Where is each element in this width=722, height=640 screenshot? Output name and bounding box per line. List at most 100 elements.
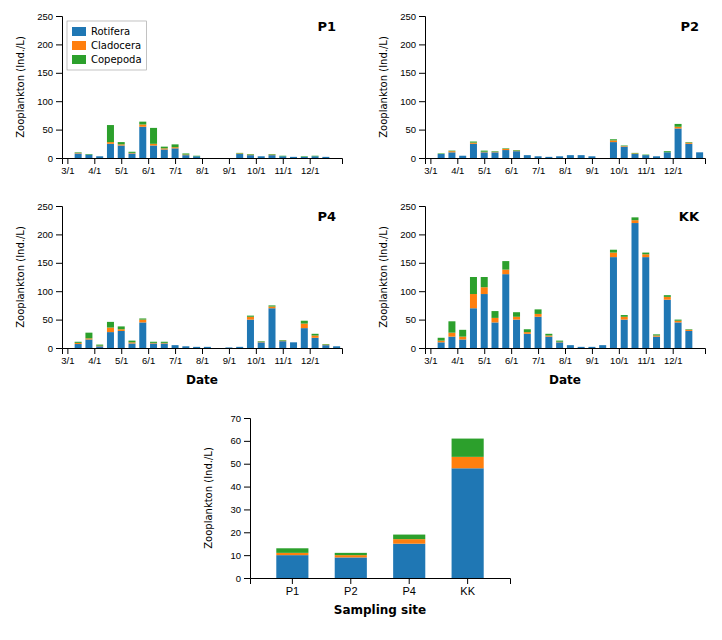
- y-tick: 60: [230, 435, 250, 446]
- bar-segment: [225, 158, 232, 159]
- bar-segment: [322, 156, 329, 157]
- bar-segment: [556, 156, 563, 157]
- y-tick: 250: [37, 201, 62, 212]
- tick-label: 100: [37, 96, 53, 107]
- bar-segment: [118, 146, 125, 158]
- y-axis: 050100150200250: [400, 11, 425, 164]
- bar-segment: [75, 343, 82, 344]
- bar-segment: [193, 346, 200, 347]
- y-axis: 050100150200250: [400, 201, 425, 354]
- bar-segment: [172, 345, 179, 348]
- tick-mark: [565, 158, 566, 164]
- bar-segment: [258, 156, 265, 157]
- bar-segment: [567, 345, 574, 348]
- tick-mark: [256, 158, 257, 164]
- bar-segment: [438, 341, 445, 343]
- bar-segment: [459, 156, 466, 158]
- bar-segment: [685, 144, 692, 158]
- tick-mark: [419, 44, 425, 45]
- marks: [438, 217, 693, 348]
- bar-segment: [247, 317, 254, 320]
- tick-mark: [673, 348, 674, 354]
- marks: [75, 305, 340, 348]
- y-tick: 10: [230, 550, 250, 561]
- x-tick: 7/1: [532, 348, 545, 366]
- series: [438, 220, 693, 342]
- bar-segment: [215, 348, 222, 349]
- x-tick: 11/1: [274, 348, 292, 366]
- tick-mark: [256, 348, 257, 354]
- y-axis: 010203040506070: [230, 413, 250, 584]
- x-tick: 8/1: [559, 348, 572, 366]
- tick-label: 250: [37, 11, 53, 22]
- tick-label: 12/1: [664, 165, 683, 176]
- bar-segment: [96, 345, 103, 347]
- bar-segment: [610, 140, 617, 142]
- tick-label: 10: [230, 550, 241, 561]
- tick-label: 6/1: [505, 355, 518, 366]
- bar-segment: [139, 318, 146, 319]
- axis-line: [63, 349, 343, 355]
- tick-label: P1: [286, 585, 299, 597]
- bar-segment: [182, 346, 189, 347]
- bar-segment: [556, 156, 563, 157]
- tick-mark: [244, 578, 250, 579]
- tick-label: 200: [400, 229, 416, 240]
- bar-segment: [215, 158, 222, 159]
- bar-segment: [139, 322, 146, 348]
- bar-segment: [502, 148, 509, 150]
- bar-segment: [393, 544, 425, 578]
- tick-mark: [511, 158, 512, 164]
- tick-label: 150: [37, 67, 53, 78]
- tick-mark: [419, 234, 425, 235]
- bar-segment: [513, 150, 520, 152]
- bar-segment: [85, 155, 92, 158]
- bar-segment: [64, 158, 71, 159]
- tick-label: KK: [460, 585, 475, 597]
- bar-segment: [599, 345, 606, 346]
- bar-segment: [632, 153, 639, 155]
- bar-segment: [118, 144, 125, 145]
- x-tick: KK: [460, 578, 475, 597]
- bar-segment: [215, 348, 222, 349]
- bar-segment: [161, 343, 168, 348]
- marks: [75, 122, 330, 158]
- tick-label: 0: [411, 153, 416, 164]
- bar-segment: [225, 158, 232, 159]
- bar-segment: [578, 155, 585, 158]
- bar-segment: [642, 254, 649, 257]
- bar-segment: [258, 341, 265, 343]
- bar-segment: [172, 144, 179, 147]
- tick-mark: [148, 158, 149, 164]
- bar-segment: [524, 332, 531, 334]
- y-tick: 250: [400, 11, 425, 22]
- bar-segment: [438, 154, 445, 158]
- bar-segment: [236, 347, 243, 348]
- bar-segment: [653, 336, 660, 337]
- tick-mark: [292, 578, 293, 584]
- bar-segment: [545, 156, 552, 157]
- tick-label: 250: [400, 11, 416, 22]
- axis-line: [244, 419, 251, 579]
- x-tick: 6/1: [505, 348, 518, 366]
- y-tick: 200: [400, 229, 425, 240]
- x-tick: 10/1: [247, 348, 266, 366]
- tick-mark: [409, 578, 410, 584]
- bar-segment: [279, 155, 286, 157]
- tick-mark: [592, 348, 593, 354]
- bar-segment: [452, 457, 484, 468]
- bar-segment: [567, 155, 574, 156]
- bar-segment: [64, 348, 71, 349]
- tick-label: 150: [400, 67, 416, 78]
- axis-line: [426, 349, 706, 355]
- bar-segment: [653, 156, 660, 157]
- x-tick: 7/1: [169, 348, 182, 366]
- bar-segment: [685, 331, 692, 348]
- tick-label: 0: [411, 343, 416, 354]
- bar-segment: [513, 150, 520, 152]
- tick-mark: [565, 348, 566, 354]
- bar-segment: [107, 328, 114, 333]
- bar-segment: [696, 152, 703, 153]
- bar-segment: [588, 156, 595, 157]
- y-tick: 100: [400, 96, 425, 107]
